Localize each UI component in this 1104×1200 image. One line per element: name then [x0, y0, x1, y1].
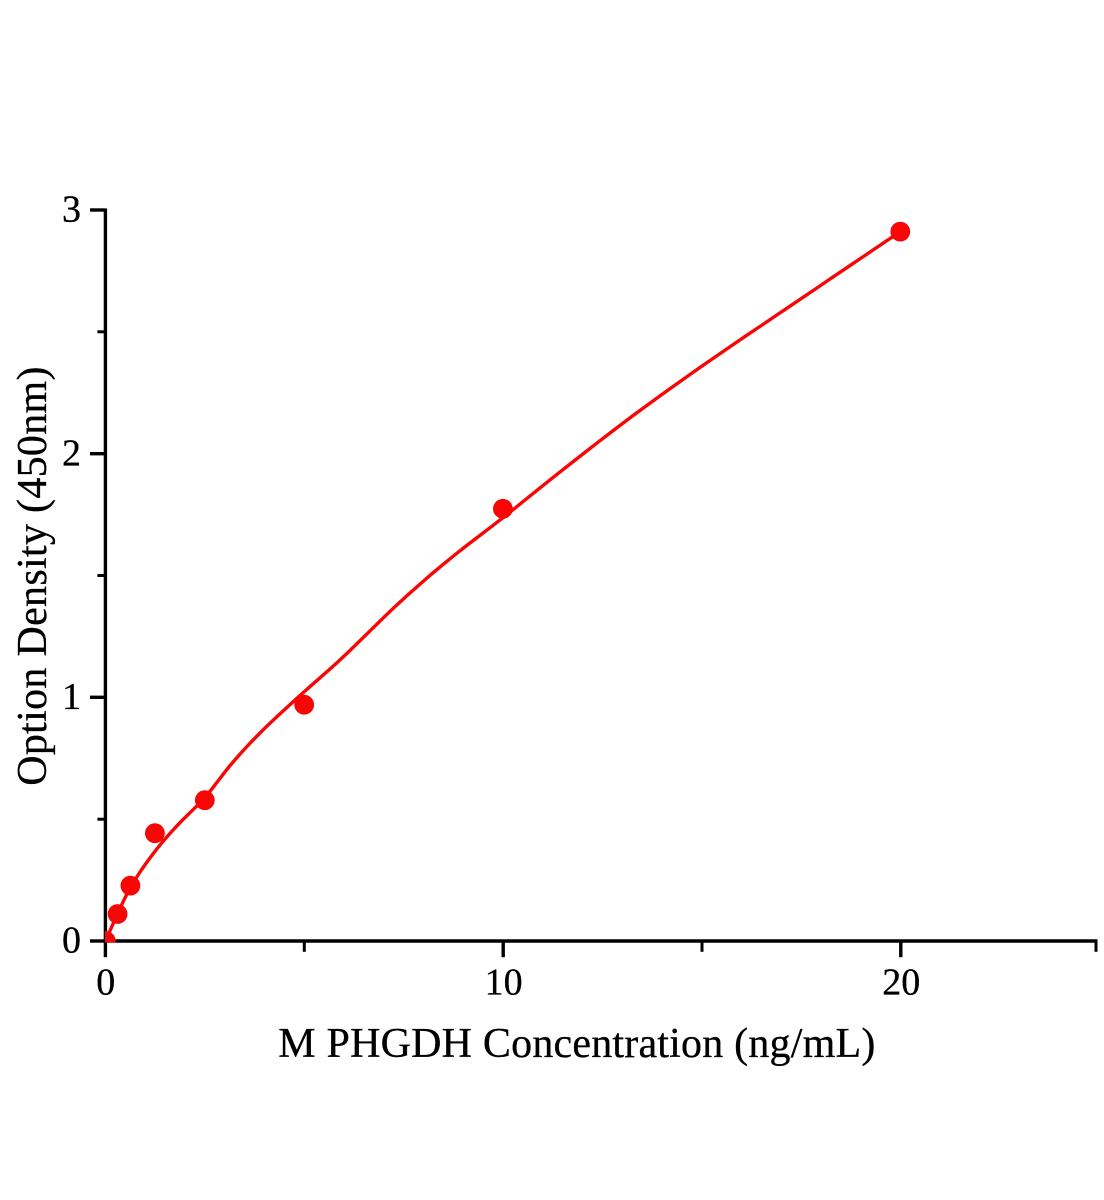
svg-text:20: 20 [882, 961, 920, 1003]
svg-text:Option Density (450nm): Option Density (450nm) [10, 366, 56, 786]
svg-text:M PHGDH Concentration (ng/mL): M PHGDH Concentration (ng/mL) [278, 1021, 875, 1067]
svg-text:0: 0 [96, 961, 115, 1003]
svg-text:10: 10 [485, 961, 523, 1003]
svg-text:1: 1 [62, 676, 81, 718]
svg-text:0: 0 [62, 920, 81, 962]
svg-text:3: 3 [62, 189, 81, 231]
svg-text:2: 2 [62, 432, 81, 474]
